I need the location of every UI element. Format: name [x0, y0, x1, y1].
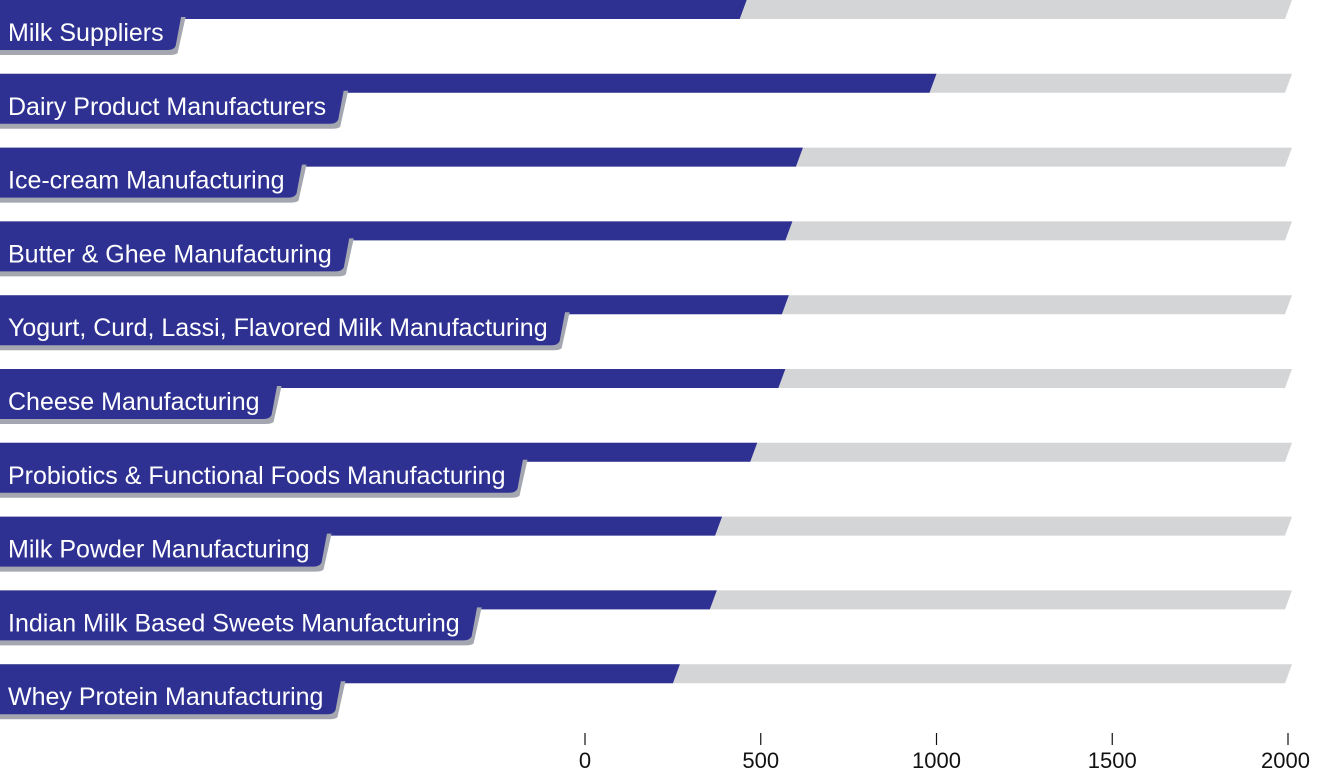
label-tab	[0, 161, 303, 198]
bar-row: Cheese Manufacturing	[0, 369, 1292, 424]
bar-row: Ice-cream Manufacturing	[0, 147, 1292, 203]
bar-row: Milk Suppliers	[0, 0, 1292, 55]
label-tab	[0, 309, 566, 346]
x-tick: 500	[742, 733, 779, 773]
category-label: Probiotics & Functional Foods Manufactur…	[8, 462, 505, 490]
bar-row: Whey Protein Manufacturing	[0, 664, 1292, 720]
x-tick: 0	[579, 733, 591, 773]
bar-row: Butter & Ghee Manufacturing	[0, 221, 1292, 277]
tick-label: 500	[742, 748, 779, 773]
label-tab	[0, 87, 345, 124]
label-tab	[0, 604, 478, 641]
category-label: Ice-cream Manufacturing	[8, 167, 285, 195]
bar-row: Dairy Product Manufacturers	[0, 73, 1292, 129]
label-tab	[0, 14, 182, 50]
x-axis: 0 500 1000 1500 2000	[579, 733, 1310, 773]
category-label: Dairy Product Manufacturers	[8, 93, 326, 121]
bar-rows: Milk Suppliers Dairy Product Manufacturer…	[0, 0, 1292, 720]
category-label: Yogurt, Curd, Lassi, Flavored Milk Manuf…	[8, 314, 548, 342]
bar-row: Yogurt, Curd, Lassi, Flavored Milk Manuf…	[0, 295, 1292, 351]
tick-label: 1500	[1088, 748, 1137, 773]
category-label: Milk Suppliers	[8, 19, 164, 47]
tick-label: 1000	[912, 748, 961, 773]
tick-label: 0	[579, 748, 591, 773]
label-tab	[0, 235, 350, 272]
category-label: Milk Powder Manufacturing	[8, 536, 310, 564]
category-label: Indian Milk Based Sweets Manufacturing	[8, 609, 460, 637]
label-tab	[0, 530, 328, 567]
tick-label: 2000	[1261, 748, 1310, 773]
x-tick: 2000	[1261, 733, 1310, 773]
x-tick: 1500	[1088, 733, 1137, 773]
label-tab	[0, 678, 342, 715]
bar-row: Milk Powder Manufacturing	[0, 516, 1292, 572]
category-label: Whey Protein Manufacturing	[8, 683, 323, 711]
bar-row: Probiotics & Functional Foods Manufactur…	[0, 442, 1292, 498]
label-tab	[0, 456, 524, 493]
bar	[0, 0, 747, 19]
category-label: Cheese Manufacturing	[8, 388, 260, 416]
bar-row: Indian Milk Based Sweets Manufacturing	[0, 590, 1292, 646]
category-label: Butter & Ghee Manufacturing	[8, 240, 332, 268]
label-tab	[0, 383, 278, 419]
x-tick: 1000	[912, 733, 961, 773]
